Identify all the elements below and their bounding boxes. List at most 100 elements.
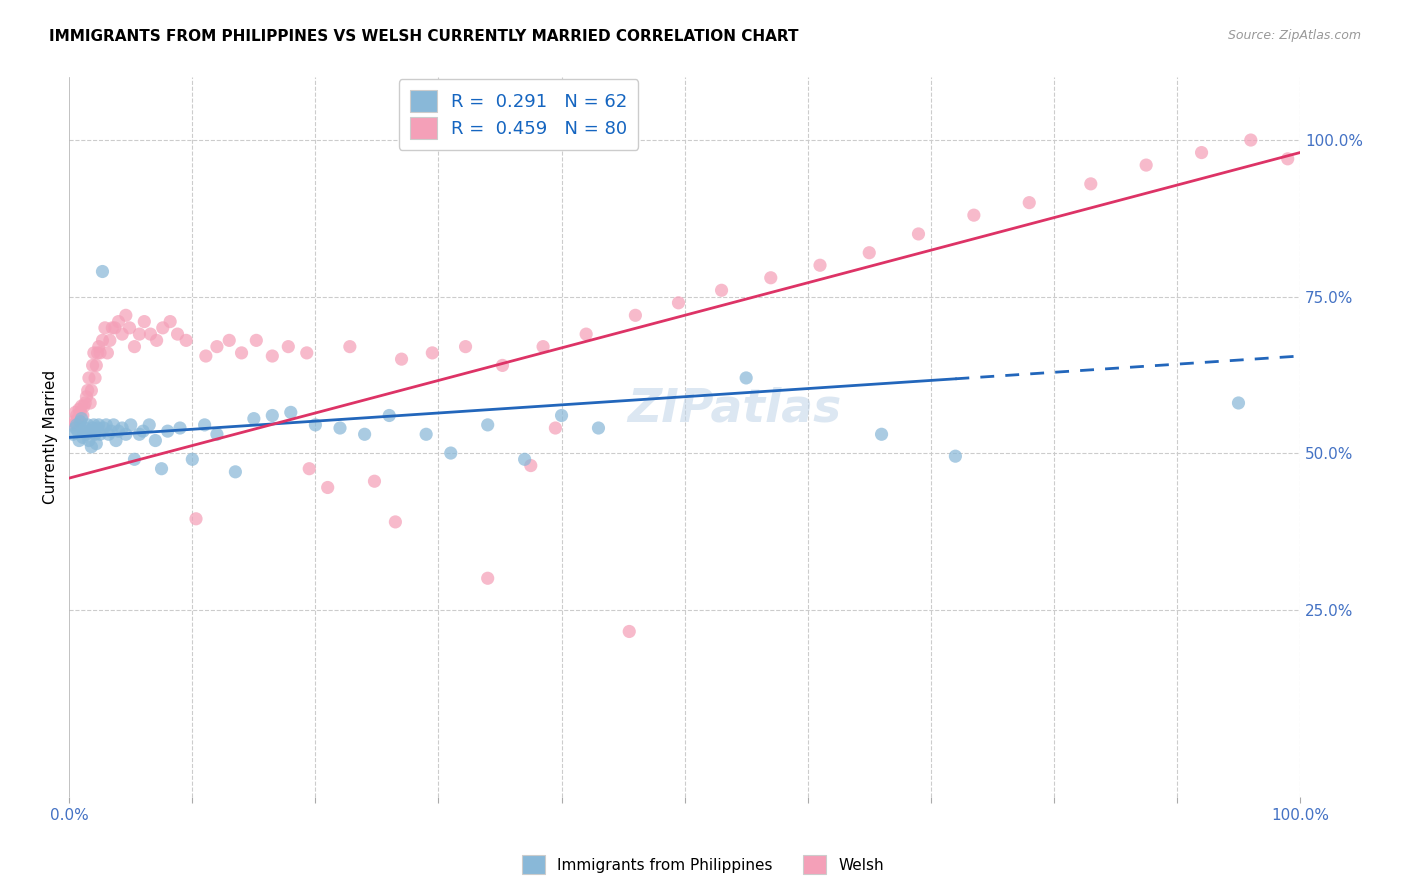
Point [84, 371, 107, 385]
Point [174, 334, 197, 348]
Point [83, 346, 105, 360]
Point [384, 515, 406, 529]
Point [103, 417, 125, 432]
Point [124, 452, 146, 467]
Point [205, 427, 228, 442]
Point [304, 417, 326, 432]
Point [100, 424, 122, 438]
Point [62, 417, 84, 432]
Point [624, 309, 647, 323]
Point [75, 396, 97, 410]
Point [159, 315, 181, 329]
Point [65, 405, 87, 419]
Point [115, 427, 138, 442]
Point [440, 446, 463, 460]
Point [67, 434, 90, 448]
Point [75, 421, 97, 435]
Point [75, 427, 97, 442]
Point [75, 390, 97, 404]
Point [477, 417, 499, 432]
Point [120, 417, 142, 432]
Text: IMMIGRANTS FROM PHILIPPINES VS WELSH CURRENTLY MARRIED CORRELATION CHART: IMMIGRANTS FROM PHILIPPINES VS WELSH CUR… [49, 29, 799, 44]
Point [86, 346, 108, 360]
Point [96, 346, 118, 360]
Point [181, 452, 204, 467]
Point [77, 371, 100, 385]
Point [76, 417, 98, 432]
Point [70, 411, 93, 425]
Point [84, 436, 107, 450]
Point [378, 409, 401, 423]
Point [84, 427, 107, 442]
Point [70, 399, 93, 413]
Point [531, 340, 554, 354]
Point [107, 315, 129, 329]
Point [1135, 158, 1157, 172]
Point [72, 409, 94, 423]
Point [111, 327, 134, 342]
Point [77, 434, 100, 448]
Point [84, 359, 107, 373]
Point [245, 334, 267, 348]
Point [1277, 152, 1299, 166]
Point [79, 424, 101, 438]
Point [152, 321, 174, 335]
Point [156, 424, 179, 438]
Point [668, 295, 690, 310]
Point [166, 327, 188, 342]
Point [1240, 133, 1263, 147]
Point [224, 465, 246, 479]
Y-axis label: Currently Married: Currently Married [44, 370, 58, 505]
Point [62, 427, 84, 442]
Point [89, 427, 111, 442]
Point [145, 334, 167, 348]
Point [544, 421, 567, 435]
Point [194, 349, 217, 363]
Point [280, 405, 302, 419]
Point [63, 415, 86, 429]
Point [858, 245, 880, 260]
Legend: Immigrants from Philippines, Welsh: Immigrants from Philippines, Welsh [516, 849, 890, 880]
Point [87, 340, 110, 354]
Point [98, 334, 121, 348]
Point [132, 424, 155, 438]
Point [138, 417, 160, 432]
Point [128, 427, 150, 442]
Point [295, 346, 318, 360]
Point [262, 349, 284, 363]
Point [1080, 177, 1102, 191]
Point [735, 371, 758, 385]
Point [231, 346, 253, 360]
Point [80, 384, 103, 398]
Point [588, 421, 610, 435]
Point [66, 424, 89, 438]
Point [118, 321, 141, 335]
Point [363, 474, 385, 488]
Legend: R =  0.291   N = 62, R =  0.459   N = 80: R = 0.291 N = 62, R = 0.459 N = 80 [399, 79, 638, 150]
Point [169, 421, 191, 435]
Point [73, 399, 96, 413]
Point [759, 270, 782, 285]
Point [710, 283, 733, 297]
Point [94, 321, 117, 335]
Point [65, 421, 87, 435]
Point [91, 264, 114, 278]
Point [420, 346, 443, 360]
Point [491, 359, 513, 373]
Point [69, 405, 91, 419]
Point [65, 417, 87, 432]
Point [96, 417, 118, 432]
Point [262, 409, 284, 423]
Point [145, 434, 167, 448]
Point [1191, 145, 1213, 160]
Point [298, 461, 321, 475]
Point [353, 427, 375, 442]
Point [82, 359, 104, 373]
Point [316, 481, 339, 495]
Point [69, 415, 91, 429]
Point [80, 440, 103, 454]
Point [808, 258, 831, 272]
Point [870, 427, 893, 442]
Point [89, 346, 111, 360]
Point [243, 411, 266, 425]
